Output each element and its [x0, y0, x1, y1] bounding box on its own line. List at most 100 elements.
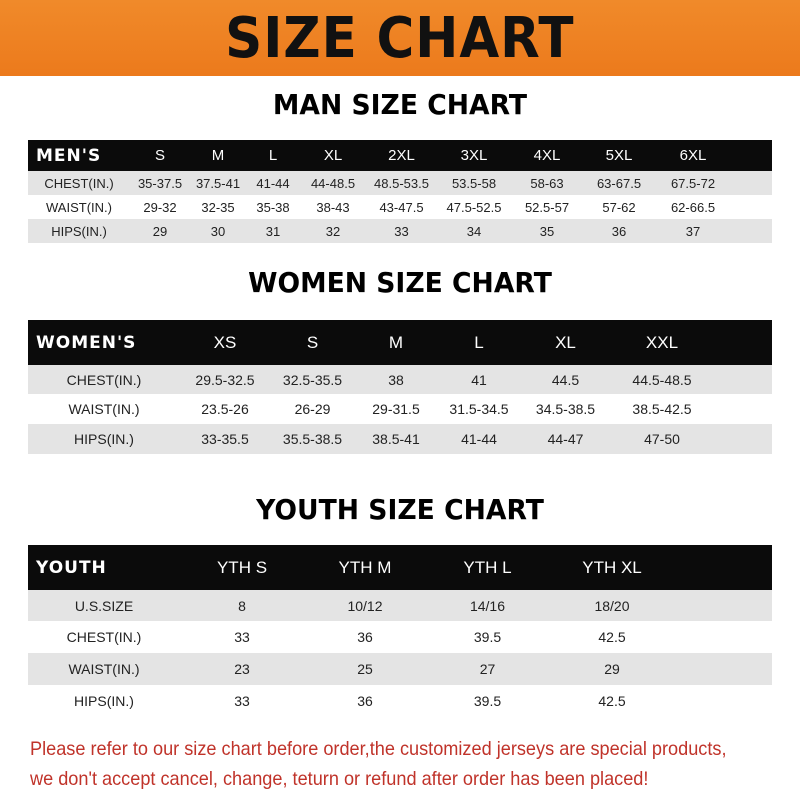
banner-title: SIZE CHART	[225, 5, 575, 71]
table-cell: 47.5-52.5	[446, 199, 502, 215]
table-cell: 38	[388, 371, 404, 388]
table-cell: 23.5-26	[201, 401, 249, 417]
header-cell: YTH M	[338, 557, 392, 577]
header-cell: S	[154, 147, 165, 164]
table-cell: 33	[234, 693, 250, 709]
header-cell: YTH S	[216, 557, 268, 577]
row-label: HIPS(IN.)	[74, 431, 134, 447]
table-cell: 31.5-34.5	[449, 401, 509, 417]
men-size-table: MEN'S S M L XL 2XL 3XL 4XL 5XL 6XL CHEST(IN.) 35-37…	[28, 140, 772, 243]
row-label: CHEST(IN.)	[44, 175, 114, 191]
header-cell: L	[268, 147, 278, 164]
table-cell: 33	[234, 629, 250, 645]
row-label: WAIST(IN.)	[68, 661, 140, 677]
table-cell: 41-44	[256, 175, 290, 191]
table-cell: 37.5-41	[195, 175, 241, 191]
order-notice: Please refer to our size chart before or…	[30, 734, 737, 794]
table-cell: 29	[604, 661, 620, 677]
table-cell: 57-62	[602, 199, 636, 215]
table-cell: 32.5-35.5	[282, 371, 343, 388]
row-label: U.S.SIZE	[74, 597, 134, 614]
table-cell: 62-66.5	[670, 199, 716, 215]
notice-line-1: Please refer to our size chart before or…	[30, 738, 727, 760]
header-cell: YTH XL	[582, 557, 642, 577]
table-cell: 42.5	[598, 693, 626, 709]
table-cell: 43-47.5	[379, 199, 424, 215]
table-cell: 42.5	[598, 629, 626, 645]
table-row: CHEST(IN.) 33 36 39.5 42.5	[28, 621, 772, 653]
table-cell: 38.5-42.5	[632, 401, 692, 417]
table-row: WAIST(IN.) 23 25 27 29	[28, 653, 772, 685]
table-cell: 36	[611, 223, 627, 239]
banner: SIZE CHART	[0, 0, 800, 76]
row-label: WAIST(IN.)	[68, 401, 140, 417]
table-row: U.S.SIZE 8 10/12 14/16 18/20	[28, 590, 772, 621]
row-label: CHEST(IN.)	[66, 371, 142, 388]
header-cell: M	[388, 332, 404, 352]
table-cell: 63-67.5	[596, 175, 642, 191]
table-cell: 34	[466, 223, 482, 239]
table-cell: 47-50	[644, 431, 680, 447]
header-cell: M	[211, 147, 225, 164]
header-cell: XL	[323, 147, 343, 164]
header-cell: 3XL	[460, 147, 488, 164]
header-cell: XS	[213, 332, 237, 352]
table-row: HIPS(IN.) 33 36 39.5 42.5	[28, 685, 772, 717]
table-cell: 53.5-58	[451, 175, 497, 191]
table-cell: 14/16	[469, 597, 506, 614]
table-cell: 35-38	[256, 199, 290, 215]
header-cell: 5XL	[605, 147, 633, 164]
table-cell: 26-29	[294, 401, 331, 417]
table-row: HIPS(IN.) 29 30 31 32 33 34 35 36 37	[28, 219, 772, 243]
header-cell: MEN'S	[36, 145, 102, 166]
header-cell: 4XL	[533, 147, 561, 164]
header-cell: XXL	[645, 332, 679, 352]
youth-size-table: YOUTH YTH S YTH M YTH L YTH XL U.S.SIZE 8 10/12…	[28, 545, 772, 717]
table-cell: 52.5-57	[524, 199, 570, 215]
table-cell: 27	[479, 661, 496, 677]
table-cell: 44.5	[551, 371, 580, 388]
header-cell: WOMEN'S	[36, 332, 137, 353]
row-label: CHEST(IN.)	[66, 629, 142, 645]
table-cell: 32	[325, 223, 341, 239]
table-header-row: WOMEN'S XS S M L XL XXL	[28, 320, 772, 365]
table-cell: 44-47	[547, 431, 584, 447]
table-cell: 38-43	[316, 199, 350, 215]
table-cell: 10/12	[347, 597, 383, 614]
women-size-table: WOMEN'S XS S M L XL XXL CHEST(IN.) 29.5-32.5 32.5…	[28, 320, 772, 454]
youth-chart-title: YOUTH SIZE CHART	[256, 493, 544, 526]
header-cell: YTH L	[463, 557, 512, 577]
table-cell: 44.5-48.5	[632, 371, 692, 388]
women-chart-title: WOMEN SIZE CHART	[248, 266, 552, 299]
table-cell: 35	[539, 223, 555, 239]
table-cell: 39.5	[473, 693, 502, 709]
table-cell: 36	[357, 629, 373, 645]
table-header-row: YOUTH YTH S YTH M YTH L YTH XL	[28, 545, 772, 590]
header-cell: YOUTH	[36, 557, 107, 578]
header-cell: S	[306, 332, 319, 352]
notice-line-2: we don't accept cancel, change, teturn o…	[30, 768, 649, 790]
table-cell: 67.5-72	[670, 175, 716, 191]
table-cell: 41-44	[461, 431, 497, 447]
table-cell: 33	[394, 223, 409, 239]
table-cell: 32-35	[201, 199, 235, 215]
table-cell: 36	[357, 693, 373, 709]
table-cell: 41	[471, 371, 487, 388]
table-row: WAIST(IN.) 23.5-26 26-29 29-31.5 31.5-34.5 34…	[28, 394, 772, 424]
table-cell: 37	[685, 223, 701, 239]
table-row: HIPS(IN.) 33-35.5 35.5-38.5 38.5-41 41-44 44-…	[28, 424, 772, 454]
table-cell: 29-32	[143, 199, 177, 215]
men-chart-title: MAN SIZE CHART	[272, 88, 528, 121]
table-cell: 29.5-32.5	[195, 371, 255, 388]
row-label: WAIST(IN.)	[46, 199, 112, 215]
header-cell: 2XL	[388, 147, 415, 164]
table-header-row: MEN'S S M L XL 2XL 3XL 4XL 5XL 6XL	[28, 140, 772, 171]
table-cell: 48.5-53.5	[374, 175, 429, 191]
table-cell: 39.5	[473, 629, 502, 645]
table-row: CHEST(IN.) 35-37.5 37.5-41 41-44 44-48.5 48.5…	[28, 171, 772, 195]
header-cell: XL	[555, 332, 576, 352]
table-cell: 38.5-41	[372, 431, 420, 447]
row-label: HIPS(IN.)	[51, 223, 107, 239]
table-cell: 44-48.5	[310, 175, 356, 191]
table-cell: 35.5-38.5	[282, 431, 343, 447]
